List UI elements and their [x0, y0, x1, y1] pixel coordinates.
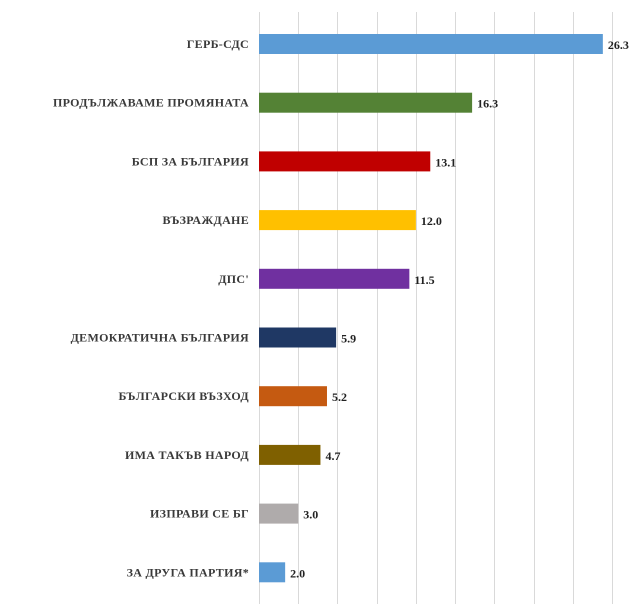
category-label: ИЗПРАВИ СЕ БГ — [150, 507, 249, 521]
value-label: 3.0 — [303, 508, 318, 522]
category-label: ВЪЗРАЖДАНЕ — [163, 213, 249, 227]
bar — [259, 562, 286, 583]
bar — [259, 386, 327, 407]
bar — [259, 34, 603, 54]
category-label: БСП ЗА БЪЛГАРИЯ — [132, 154, 249, 168]
value-label: 11.5 — [414, 273, 434, 287]
bar — [259, 92, 473, 113]
value-label: 5.2 — [332, 390, 347, 404]
value-label: 16.3 — [477, 97, 498, 111]
value-label: 13.1 — [435, 155, 456, 169]
category-labels: ГЕРБ-СДС ПРОДЪЛЖАВАМЕ ПРОМЯНАТА БСП ЗА БЪЛ… — [53, 37, 249, 579]
value-label: 4.7 — [325, 449, 340, 463]
bar — [259, 151, 431, 172]
category-label: ЗА ДРУГА ПАРТИЯ* — [127, 565, 249, 579]
category-label: ГЕРБ-СДС — [187, 37, 249, 51]
category-label: ДПС' — [218, 272, 249, 286]
bar — [259, 268, 410, 289]
bar — [259, 444, 321, 465]
value-label: 5.9 — [341, 332, 356, 346]
bar — [259, 503, 299, 524]
category-label: ПРОДЪЛЖАВАМЕ ПРОМЯНАТА — [53, 96, 249, 110]
bar — [259, 210, 416, 231]
bar — [259, 327, 337, 348]
value-label: 26.3 — [608, 38, 629, 52]
category-label: ДЕМОКРАТИЧНА БЪЛГАРИЯ — [71, 331, 249, 345]
value-label: 12.0 — [421, 214, 442, 228]
value-labels: 26.3 16.3 13.1 12.0 11.5 5.9 5.2 4.7 3.0 2.0 — [290, 38, 629, 580]
chart-bars — [259, 34, 603, 583]
category-label: БЪЛГАРСКИ ВЪЗХОД — [118, 389, 249, 403]
category-label: ИМА ТАКЪВ НАРОД — [125, 448, 249, 462]
value-label: 2.0 — [290, 566, 305, 580]
